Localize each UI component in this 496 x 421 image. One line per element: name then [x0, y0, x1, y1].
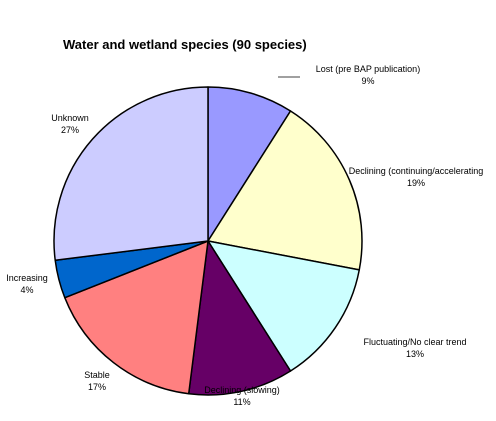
slice-label-declining-slowing: Declining (slowing)	[204, 385, 280, 395]
slice-percent-increasing: 4%	[20, 285, 33, 295]
pie-slice-stable	[64, 240, 209, 395]
pie-slice-fluctuating-no-clear-trend	[207, 240, 361, 372]
slice-label-lost-pre-bap-publication: Lost (pre BAP publication)	[316, 64, 420, 74]
pie-slice-lost-pre-bap-publication	[207, 86, 292, 242]
slice-percent-stable: 17%	[88, 382, 106, 392]
slice-label-stable: Stable	[84, 370, 110, 380]
slice-label-fluctuating-no-clear-trend: Fluctuating/No clear trend	[363, 337, 466, 347]
slice-labels: Lost (pre BAP publication) 9% Declining (c…	[6, 64, 483, 407]
slice-percent-unknown: 27%	[61, 125, 79, 135]
slice-percent-fluctuating-no-clear-trend: 13%	[406, 349, 424, 359]
pie-slices	[53, 86, 363, 396]
slice-label-increasing: Increasing	[6, 273, 48, 283]
pie-slice-declining-slowing	[187, 240, 292, 396]
pie-slice-declining-continuing-accelerating	[207, 110, 363, 271]
slice-percent-lost-pre-bap-publication: 9%	[361, 76, 374, 86]
slice-percent-declining-slowing: 11%	[233, 397, 250, 407]
slice-label-declining-continuing-accelerating: Declining (continuing/accelerating	[349, 166, 484, 176]
chart-title: Water and wetland species (90 species)	[63, 37, 307, 52]
pie-slice-unknown	[53, 86, 209, 262]
slice-label-unknown: Unknown	[51, 113, 89, 123]
slice-percent-declining-continuing-accelerating: 19%	[407, 178, 425, 188]
